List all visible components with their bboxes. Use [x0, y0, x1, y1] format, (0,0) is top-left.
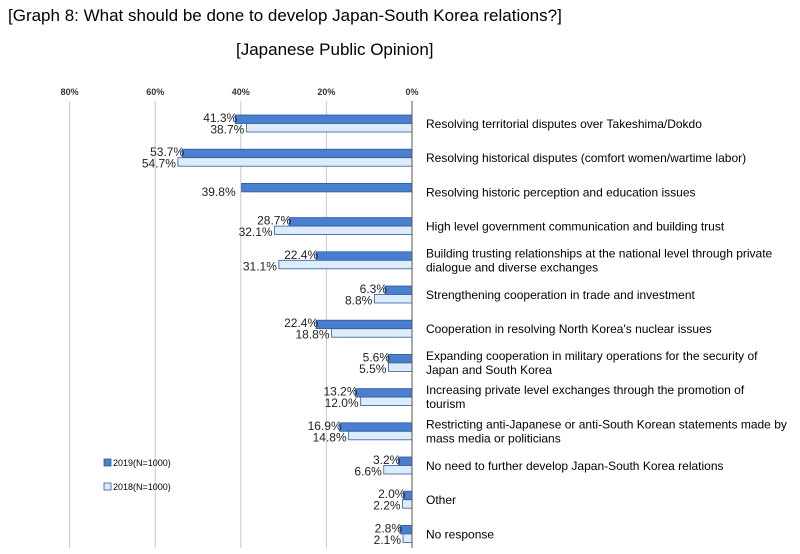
data-label-2018: 18.8% — [296, 328, 330, 342]
bar-2019 — [384, 285, 413, 295]
chart-subtitle: [Japanese Public Opinion] — [236, 40, 434, 59]
category-label: No response — [426, 527, 494, 541]
data-label-2018: 5.5% — [359, 362, 387, 376]
bar-2018 — [388, 362, 413, 372]
data-label-2018: 2.1% — [374, 533, 402, 547]
data-label-2019: 53.7% — [150, 145, 184, 159]
bar-2018 — [274, 225, 413, 236]
bar-2019 — [355, 388, 413, 398]
category-label: Restricting anti-Japanese or anti-South … — [426, 417, 787, 431]
category-label: Cooperation in resolving North Korea's n… — [426, 322, 712, 336]
data-label-2018: 54.7% — [142, 157, 176, 171]
data-label-2019: 13.2% — [323, 385, 357, 399]
bar-2019 — [315, 251, 413, 261]
data-label-2019: 3.2% — [373, 453, 401, 467]
bar-2019 — [181, 148, 413, 159]
bar-2019 — [339, 422, 413, 432]
x-tick-label: 80% — [61, 87, 79, 97]
data-label-2019: 16.9% — [308, 419, 342, 433]
category-label: Other — [426, 493, 456, 507]
bar-2019 — [315, 319, 413, 330]
category-label: Expanding cooperation in military operat… — [426, 349, 758, 363]
bar-2018 — [177, 157, 413, 167]
category-label: Building trusting relationships at the n… — [426, 246, 773, 260]
bar-2018 — [245, 123, 413, 133]
bar-2018 — [348, 430, 413, 441]
data-label-2019: 41.3% — [203, 111, 237, 125]
data-label-2018: 38.7% — [210, 123, 244, 137]
category-label: No need to further develop Japan-South K… — [426, 459, 724, 473]
data-label-2019: 5.6% — [363, 350, 391, 364]
bar-2019 — [387, 353, 413, 364]
bar-2019 — [397, 456, 413, 466]
category-label: Resolving territorial disputes over Take… — [426, 117, 702, 131]
bar-2019 — [241, 182, 413, 193]
data-label-2019: 2.0% — [378, 487, 406, 501]
data-label-2019: 2.8% — [375, 521, 403, 535]
data-label-2019: 28.7% — [257, 214, 291, 228]
data-label-2018: 12.0% — [325, 396, 359, 410]
category-label: mass media or politicians — [426, 431, 561, 445]
bar-2018 — [331, 328, 413, 338]
category-label: Resolving historical disputes (comfort w… — [426, 151, 746, 165]
category-label: Increasing private level exchanges throu… — [426, 383, 745, 397]
legend-label-2019: 2019(N=1000) — [113, 458, 171, 468]
x-tick-label: 40% — [232, 87, 250, 97]
data-label-2019: 22.4% — [284, 248, 318, 262]
legend-swatch-2018 — [103, 482, 112, 491]
bar-2018 — [402, 533, 413, 543]
data-label-2018: 31.1% — [243, 259, 277, 273]
data-label-2018: 14.8% — [313, 430, 347, 444]
legend-swatch-2019 — [103, 458, 112, 467]
data-label-2019: 22.4% — [284, 316, 318, 330]
legend-label-2018: 2018(N=1000) — [113, 482, 171, 492]
x-tick-label: 60% — [146, 87, 164, 97]
bar-2018 — [360, 396, 413, 407]
chart-title: [Graph 8: What should be done to develop… — [8, 6, 562, 25]
data-label-2018: 32.1% — [239, 225, 273, 239]
bar-2019 — [234, 114, 413, 124]
x-tick-label: 0% — [405, 87, 418, 97]
bar-2019 — [288, 217, 413, 227]
category-label: Japan and South Korea — [426, 363, 552, 377]
category-label: tourism — [426, 397, 465, 411]
data-label-2018: 2.2% — [373, 499, 401, 513]
data-label-2019: 6.3% — [360, 282, 388, 296]
category-label: High level government communication and … — [426, 220, 725, 234]
data-label-2019: 39.8% — [202, 185, 236, 199]
data-label-2018: 6.6% — [354, 465, 382, 479]
category-label: Strengthening cooperation in trade and i… — [426, 288, 696, 302]
category-label: Resolving historic perception and educat… — [426, 185, 696, 199]
data-label-2018: 8.8% — [345, 294, 373, 308]
x-tick-label: 20% — [317, 87, 335, 97]
category-label: dialogue and diverse exchanges — [426, 260, 598, 274]
